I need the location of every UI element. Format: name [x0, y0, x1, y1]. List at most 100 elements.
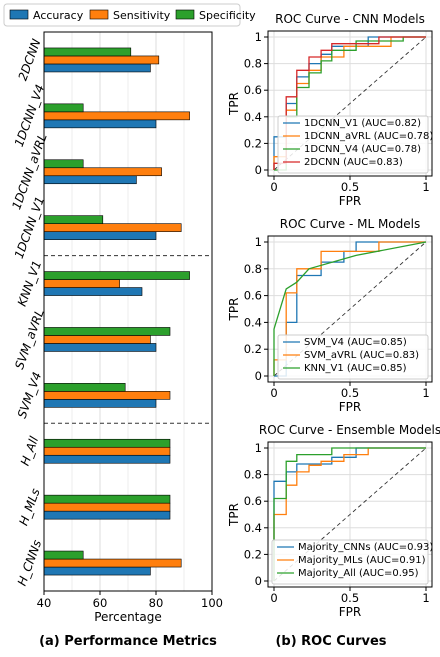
bar-sensitivity-svm_v4: [43, 391, 171, 400]
legend-box: [271, 539, 429, 585]
x-tick-label: 100: [201, 596, 223, 610]
y-tick-label: 0.2: [244, 136, 262, 150]
caption-roc-curves: (b) ROC Curves: [275, 634, 386, 649]
y-tick-label: 0: [255, 574, 262, 588]
bar-specificity-h_mls: [43, 494, 171, 504]
y-tick-label: 0.8: [244, 262, 262, 276]
legend-label-1: SVM_aVRL (AUC=0.83): [304, 350, 419, 361]
legend-label-specificity: Specificity: [199, 9, 256, 22]
chance-diagonal: [273, 241, 427, 377]
caption-performance-metrics: (a) Performance Metrics: [39, 634, 217, 649]
bar-specificity-knn_v1: [43, 271, 190, 280]
bar-sensitivity-knn_v1: [43, 279, 120, 288]
x-tick-label: 40: [37, 596, 52, 610]
performance-bar-chart: 2DCNN1DCNN_V41DCNN_aVRL1DCNN_V1KNN_V1SVM…: [3, 3, 256, 624]
y-axis-label: TPR: [227, 503, 241, 527]
category-label: SVM_V4: [15, 370, 45, 420]
category-label: H_All: [18, 434, 42, 468]
bar-specificity-1dcnn_avrl: [43, 159, 84, 169]
bar-specificity-1dcnn_v4: [43, 103, 84, 113]
bar-accuracy-1dcnn_v4: [43, 119, 157, 129]
bar-sensitivity-h_cnns: [43, 558, 182, 568]
x-axis-label: FPR: [339, 605, 361, 619]
x-tick-label: 0: [270, 386, 277, 400]
y-axis-label: TPR: [227, 298, 241, 322]
y-axis-label: TPR: [227, 92, 241, 116]
legend-label-3: 2DCNN (AUC=0.83): [304, 157, 403, 168]
bar-accuracy-1dcnn_avrl: [43, 175, 137, 185]
legend-label-2: Majority_All (AUC=0.95): [298, 568, 419, 579]
y-tick-label: 0: [255, 163, 262, 177]
legend-label-1: 1DCNN_aVRL (AUC=0.78): [304, 131, 433, 142]
category-label: H_MLs: [16, 487, 42, 528]
bar-sensitivity-1dcnn_avrl: [43, 167, 162, 177]
category-label: 2DCNN: [16, 37, 44, 82]
legend-label-2: 1DCNN_V4 (AUC=0.78): [304, 144, 421, 155]
x-axis-label: Percentage: [94, 610, 162, 624]
category-label: H_CNNs: [15, 538, 44, 588]
legend-label-0: Majority_CNNs (AUC=0.93): [298, 542, 433, 553]
legend-label-0: SVM_V4 (AUC=0.85): [304, 337, 407, 348]
legend-label-sensitivity: Sensitivity: [113, 9, 171, 22]
bar-sensitivity-1dcnn_v4: [43, 111, 190, 121]
bar-accuracy-svm_v4: [43, 399, 157, 408]
x-tick-label: 1: [422, 386, 429, 400]
bar-sensitivity-2dcnn: [43, 55, 160, 65]
x-tick-label: 0: [270, 591, 277, 605]
bar-accuracy-knn_v1: [43, 287, 143, 296]
legend-swatch-accuracy: [9, 9, 29, 20]
chart-title: ROC Curve - ML Models: [280, 217, 420, 231]
plot-frame: [43, 31, 213, 592]
bar-specificity-svm_avrl: [43, 327, 171, 336]
bar-specificity-svm_v4: [43, 383, 126, 392]
roc-chart-cnn: 0 0.5 1 0 0.2 0.4 0.6 0.8 1 ROC Curve - CNN Model…: [227, 12, 433, 208]
bar-sensitivity-1dcnn_v1: [43, 223, 182, 232]
y-tick-label: 0.6: [244, 83, 262, 97]
category-label: KNN_V1: [15, 259, 44, 309]
y-tick-label: 0.4: [244, 110, 262, 124]
y-tick-label: 0.2: [244, 547, 262, 561]
y-tick-label: 0.2: [244, 342, 262, 356]
bar-specificity-2dcnn: [43, 47, 132, 57]
bar-specificity-h_cnns: [43, 550, 84, 560]
bar-accuracy-2dcnn: [43, 63, 151, 73]
y-tick-label: 0: [255, 369, 262, 383]
chart-title: ROC Curve - CNN Models: [275, 12, 425, 26]
bar-accuracy-h_all: [43, 454, 171, 464]
x-tick-label: 0: [270, 180, 277, 194]
category-label: SVM_aVRL: [12, 307, 47, 371]
roc-chart-ensemble: 0 0.5 1 0 0.2 0.4 0.6 0.8 1 ROC Curve - Ensemble …: [227, 423, 440, 619]
legend-label-0: 1DCNN_V1 (AUC=0.82): [304, 118, 421, 129]
legend-box: [3, 3, 241, 27]
legend-label-1: Majority_MLs (AUC=0.91): [298, 555, 426, 566]
bar-sensitivity-h_mls: [43, 502, 171, 512]
y-tick-label: 1: [255, 235, 262, 249]
legend-swatch-specificity: [175, 9, 195, 20]
x-axis-label: FPR: [339, 194, 361, 208]
chance-diagonal: [273, 36, 427, 171]
bar-accuracy-svm_avrl: [43, 343, 157, 352]
x-tick-label: 80: [149, 596, 164, 610]
roc-line-1: [273, 447, 426, 581]
x-tick-label: 0.5: [341, 591, 359, 605]
roc-line-2: [273, 447, 426, 581]
x-tick-label: 0.5: [341, 180, 359, 194]
bar-specificity-1dcnn_v1: [43, 215, 104, 224]
y-tick-label: 0.6: [244, 289, 262, 303]
legend-box: [277, 115, 429, 174]
roc-line-2: [273, 241, 427, 376]
bar-sensitivity-h_all: [43, 446, 171, 456]
y-tick-label: 0.6: [244, 494, 262, 508]
legend-box: [277, 334, 429, 380]
x-tick-label: 1: [422, 591, 429, 605]
bar-accuracy-h_mls: [43, 510, 171, 520]
x-tick-label: 1: [422, 180, 429, 194]
roc-chart-ml: 0 0.5 1 0 0.2 0.4 0.6 0.8 1 ROC Curve - ML Models…: [227, 217, 433, 414]
x-axis-label: FPR: [339, 400, 361, 414]
bar-accuracy-1dcnn_v1: [43, 231, 157, 240]
bar-sensitivity-svm_avrl: [43, 335, 151, 344]
bar-accuracy-h_cnns: [43, 566, 151, 576]
legend-label-accuracy: Accuracy: [33, 9, 84, 22]
x-tick-label: 60: [93, 596, 108, 610]
